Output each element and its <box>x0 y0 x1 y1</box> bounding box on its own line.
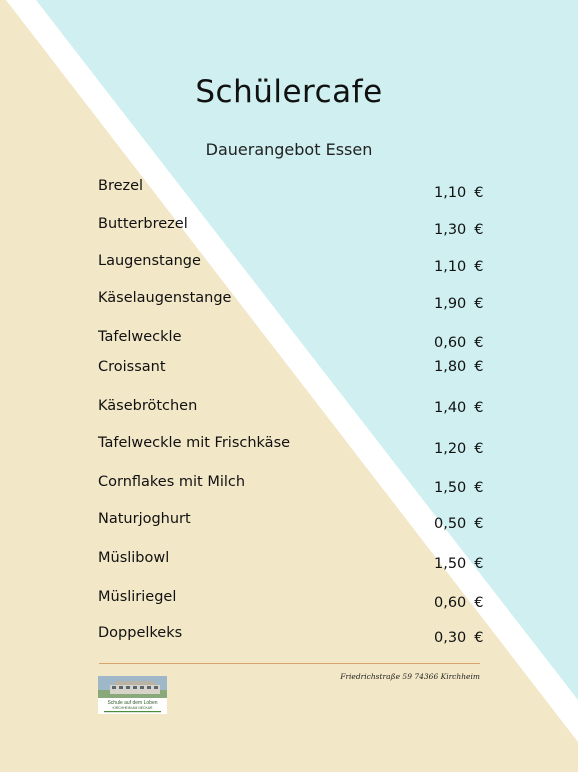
menu-item-price: 0,30 € <box>434 630 484 646</box>
menu-item-price: 1,20 € <box>434 441 484 457</box>
menu-item-price: 1,90 € <box>434 296 484 312</box>
menu-item-price: 1,50 € <box>434 556 484 572</box>
menu-item-price: 1,50 € <box>434 480 484 496</box>
logo-line-1: Schule auf dem Loben <box>107 700 157 706</box>
menu-item-price: 1,80 € <box>434 359 484 375</box>
menu-item-name: Brezel <box>98 178 144 194</box>
menu-item-price: 1,30 € <box>434 222 484 238</box>
menu-item-name: Käselaugenstange <box>98 290 232 306</box>
menu-item-price: 0,60 € <box>434 335 484 351</box>
footer-divider <box>99 663 480 664</box>
menu-item-price: 0,60 € <box>434 595 484 611</box>
footer-address: Friedrichstraße 59 74366 Kirchheim <box>340 672 480 681</box>
menu-item-name: Laugenstange <box>98 253 201 269</box>
menu-item-name: Cornflakes mit Milch <box>98 474 246 490</box>
menu-item-name: Doppelkeks <box>98 625 183 641</box>
menu-item-price: 1,40 € <box>434 400 484 416</box>
menu-item-price: 0,50 € <box>434 516 484 532</box>
menu-item-name: Croissant <box>98 359 166 375</box>
menu-item-name: Müsliriegel <box>98 589 177 605</box>
menu-item-name: Tafelweckle mit Frischkäse <box>98 435 291 451</box>
menu-item-price: 1,10 € <box>434 185 484 201</box>
menu-item-price: 1,10 € <box>434 259 484 275</box>
page-subtitle: Dauerangebot Essen <box>205 140 373 159</box>
menu-item-name: Naturjoghurt <box>98 511 191 527</box>
menu-item-name: Käsebrötchen <box>98 398 198 414</box>
logo-line-2: KIRCHHEIM AM NECKAR <box>113 706 153 710</box>
menu-item-name: Tafelweckle <box>98 329 182 345</box>
menu-item-name: Butterbrezel <box>98 216 188 232</box>
menu-item-name: Müslibowl <box>98 550 170 566</box>
page-title: Schülercafe <box>195 74 383 110</box>
school-logo: Schule auf dem Loben KIRCHHEIM AM NECKAR <box>98 676 167 714</box>
blue-triangle <box>36 0 578 700</box>
